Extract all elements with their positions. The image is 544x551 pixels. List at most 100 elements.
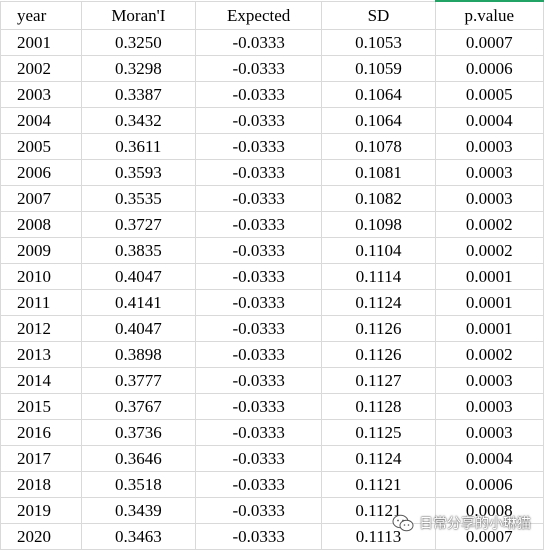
cell-sd[interactable]: 0.1081 xyxy=(321,159,436,186)
cell-sd[interactable]: 0.1064 xyxy=(321,107,436,134)
cell-year[interactable]: 2002 xyxy=(0,55,82,82)
cell-year[interactable]: 2018 xyxy=(0,471,82,498)
cell-sd[interactable]: 0.1121 xyxy=(321,471,436,498)
cell-p-value[interactable]: 0.0003 xyxy=(434,419,544,446)
cell-p-value[interactable]: 0.0002 xyxy=(434,211,544,238)
cell-year[interactable]: 2016 xyxy=(0,419,82,446)
cell-expected[interactable]: -0.0333 xyxy=(195,29,323,56)
cell-morans-i[interactable]: 0.3298 xyxy=(80,55,197,82)
cell-p-value[interactable]: 0.0004 xyxy=(434,107,544,134)
cell-p-value[interactable]: 0.0003 xyxy=(434,159,544,186)
cell-sd[interactable]: 0.1126 xyxy=(321,341,436,368)
cell-year[interactable]: 2011 xyxy=(0,289,82,316)
cell-p-value[interactable]: 0.0004 xyxy=(434,445,544,472)
cell-year[interactable]: 2007 xyxy=(0,185,82,212)
cell-sd[interactable]: 0.1098 xyxy=(321,211,436,238)
cell-morans-i[interactable]: 0.3736 xyxy=(80,419,197,446)
cell-expected[interactable]: -0.0333 xyxy=(195,263,323,290)
cell-p-value[interactable]: 0.0001 xyxy=(434,289,544,316)
cell-year[interactable]: 2014 xyxy=(0,367,82,394)
cell-sd[interactable]: 0.1127 xyxy=(321,367,436,394)
cell-p-value[interactable]: 0.0003 xyxy=(434,367,544,394)
cell-expected[interactable]: -0.0333 xyxy=(195,211,323,238)
cell-year[interactable]: 2020 xyxy=(0,523,82,550)
cell-year[interactable]: 2008 xyxy=(0,211,82,238)
cell-morans-i[interactable]: 0.4047 xyxy=(80,263,197,290)
cell-morans-i[interactable]: 0.3387 xyxy=(80,81,197,108)
header-sd[interactable]: SD xyxy=(321,0,436,30)
cell-sd[interactable]: 0.1113 xyxy=(321,523,436,550)
cell-morans-i[interactable]: 0.3518 xyxy=(80,471,197,498)
cell-year[interactable]: 2010 xyxy=(0,263,82,290)
cell-expected[interactable]: -0.0333 xyxy=(195,55,323,82)
cell-expected[interactable]: -0.0333 xyxy=(195,237,323,264)
header-p-value[interactable]: p.value xyxy=(434,0,544,30)
cell-morans-i[interactable]: 0.3535 xyxy=(80,185,197,212)
header-morans-i[interactable]: Moran'I xyxy=(80,0,197,30)
cell-p-value[interactable]: 0.0005 xyxy=(434,81,544,108)
cell-morans-i[interactable]: 0.4141 xyxy=(80,289,197,316)
cell-sd[interactable]: 0.1114 xyxy=(321,263,436,290)
header-expected[interactable]: Expected xyxy=(195,0,323,30)
cell-expected[interactable]: -0.0333 xyxy=(195,107,323,134)
cell-year[interactable]: 2001 xyxy=(0,29,82,56)
cell-year[interactable]: 2015 xyxy=(0,393,82,420)
cell-morans-i[interactable]: 0.3767 xyxy=(80,393,197,420)
cell-year[interactable]: 2009 xyxy=(0,237,82,264)
cell-p-value[interactable]: 0.0003 xyxy=(434,133,544,160)
cell-morans-i[interactable]: 0.3432 xyxy=(80,107,197,134)
cell-sd[interactable]: 0.1064 xyxy=(321,81,436,108)
cell-year[interactable]: 2019 xyxy=(0,497,82,524)
cell-year[interactable]: 2004 xyxy=(0,107,82,134)
cell-p-value[interactable]: 0.0002 xyxy=(434,341,544,368)
cell-sd[interactable]: 0.1053 xyxy=(321,29,436,56)
header-year[interactable]: year xyxy=(0,0,82,30)
cell-sd[interactable]: 0.1124 xyxy=(321,289,436,316)
cell-morans-i[interactable]: 0.3250 xyxy=(80,29,197,56)
cell-morans-i[interactable]: 0.3593 xyxy=(80,159,197,186)
cell-expected[interactable]: -0.0333 xyxy=(195,497,323,524)
cell-morans-i[interactable]: 0.3439 xyxy=(80,497,197,524)
cell-expected[interactable]: -0.0333 xyxy=(195,523,323,550)
cell-year[interactable]: 2006 xyxy=(0,159,82,186)
cell-p-value[interactable]: 0.0006 xyxy=(434,55,544,82)
cell-expected[interactable]: -0.0333 xyxy=(195,315,323,342)
cell-expected[interactable]: -0.0333 xyxy=(195,367,323,394)
cell-sd[interactable]: 0.1078 xyxy=(321,133,436,160)
cell-expected[interactable]: -0.0333 xyxy=(195,81,323,108)
cell-p-value[interactable]: 0.0008 xyxy=(434,497,544,524)
cell-p-value[interactable]: 0.0007 xyxy=(434,29,544,56)
cell-morans-i[interactable]: 0.3463 xyxy=(80,523,197,550)
cell-expected[interactable]: -0.0333 xyxy=(195,341,323,368)
cell-p-value[interactable]: 0.0003 xyxy=(434,393,544,420)
cell-sd[interactable]: 0.1082 xyxy=(321,185,436,212)
cell-sd[interactable]: 0.1124 xyxy=(321,445,436,472)
cell-sd[interactable]: 0.1126 xyxy=(321,315,436,342)
cell-sd[interactable]: 0.1128 xyxy=(321,393,436,420)
cell-expected[interactable]: -0.0333 xyxy=(195,445,323,472)
cell-expected[interactable]: -0.0333 xyxy=(195,471,323,498)
cell-expected[interactable]: -0.0333 xyxy=(195,185,323,212)
cell-p-value[interactable]: 0.0003 xyxy=(434,185,544,212)
cell-p-value[interactable]: 0.0007 xyxy=(434,523,544,550)
cell-morans-i[interactable]: 0.3727 xyxy=(80,211,197,238)
cell-sd[interactable]: 0.1104 xyxy=(321,237,436,264)
cell-sd[interactable]: 0.1125 xyxy=(321,419,436,446)
cell-expected[interactable]: -0.0333 xyxy=(195,159,323,186)
cell-p-value[interactable]: 0.0002 xyxy=(434,237,544,264)
cell-expected[interactable]: -0.0333 xyxy=(195,289,323,316)
cell-p-value[interactable]: 0.0001 xyxy=(434,263,544,290)
cell-p-value[interactable]: 0.0006 xyxy=(434,471,544,498)
cell-expected[interactable]: -0.0333 xyxy=(195,133,323,160)
cell-expected[interactable]: -0.0333 xyxy=(195,419,323,446)
cell-year[interactable]: 2017 xyxy=(0,445,82,472)
cell-morans-i[interactable]: 0.3898 xyxy=(80,341,197,368)
cell-morans-i[interactable]: 0.3777 xyxy=(80,367,197,394)
cell-sd[interactable]: 0.1121 xyxy=(321,497,436,524)
cell-sd[interactable]: 0.1059 xyxy=(321,55,436,82)
cell-expected[interactable]: -0.0333 xyxy=(195,393,323,420)
cell-morans-i[interactable]: 0.4047 xyxy=(80,315,197,342)
cell-p-value[interactable]: 0.0001 xyxy=(434,315,544,342)
cell-year[interactable]: 2013 xyxy=(0,341,82,368)
cell-morans-i[interactable]: 0.3611 xyxy=(80,133,197,160)
